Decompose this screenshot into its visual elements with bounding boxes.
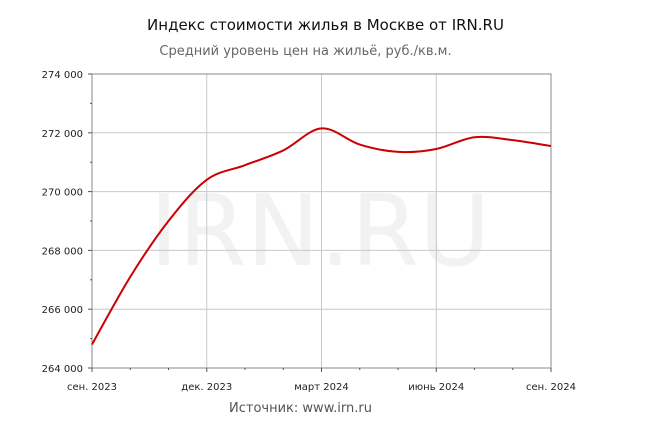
chart-title: Индекс стоимости жилья в Москве от IRN.R… [147, 16, 504, 34]
x-tick-label: дек. 2023 [181, 382, 232, 393]
x-tick-label: март 2024 [294, 382, 348, 393]
source-text: Источник: www.irn.ru [229, 401, 372, 416]
x-tick-label: сен. 2023 [67, 382, 117, 393]
y-axis: 264 000 266 000 268 000 270 000 272 000 274 0… [42, 70, 92, 375]
y-tick-label: 264 000 [42, 364, 83, 375]
chart-subtitle: Средний уровень цен на жильё, руб./кв.м. [159, 44, 452, 59]
x-tick-label: июнь 2024 [408, 382, 464, 393]
grid-lines [92, 74, 551, 368]
y-tick-label: 272 000 [42, 129, 83, 140]
y-tick-label: 266 000 [42, 305, 83, 316]
series-line [91, 127, 552, 345]
y-tick-label: 268 000 [42, 246, 83, 257]
y-tick-label: 274 000 [42, 70, 83, 81]
y-tick-label: 270 000 [42, 188, 83, 199]
watermark-text: IRN.RU [149, 175, 490, 289]
x-tick-label: сен. 2024 [526, 382, 576, 393]
x-axis: сен. 2023 дек. 2023 март 2024 июнь 2024 сен.… [67, 368, 576, 393]
